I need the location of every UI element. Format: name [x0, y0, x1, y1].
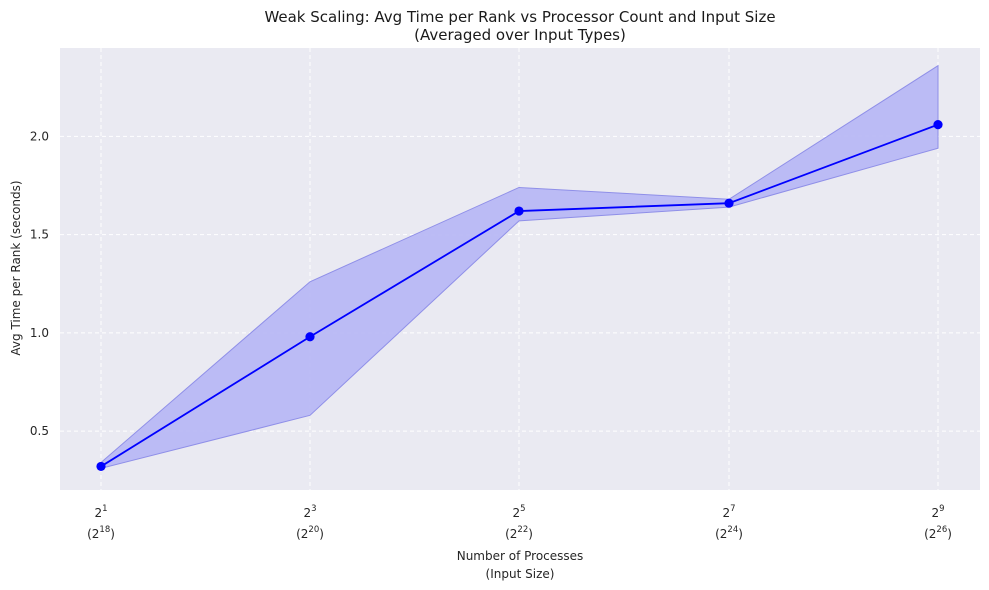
x-tick-label: 29	[931, 504, 944, 520]
data-point	[933, 120, 943, 130]
chart-title: Weak Scaling: Avg Time per Rank vs Proce…	[264, 8, 775, 26]
x-axis-sublabel: (Input Size)	[486, 567, 555, 581]
y-axis-label: Avg Time per Rank (seconds)	[9, 180, 23, 355]
data-point	[724, 198, 734, 208]
y-tick-label: 1.0	[30, 326, 49, 340]
data-point	[96, 461, 106, 472]
x-axis-label: Number of Processes	[457, 549, 584, 563]
data-point	[305, 332, 315, 342]
x-tick-size-label: (224)	[715, 525, 743, 541]
x-tick-size-label: (218)	[87, 525, 115, 541]
y-tick-label: 2.0	[30, 129, 49, 143]
x-tick-label: 27	[722, 504, 735, 520]
y-tick-labels: 0.5 1.0 1.5 2.0	[30, 129, 49, 438]
x-tick-label: 25	[512, 504, 525, 520]
x-tick-size-label: (220)	[296, 525, 324, 541]
series-points	[96, 120, 943, 472]
y-tick-label: 1.5	[30, 228, 49, 242]
x-tick-labels: 21 (218) 23 (220) 25 (222) 27 (224) 29 (226)	[87, 504, 952, 541]
y-tick-label: 0.5	[30, 424, 49, 438]
x-tick-label: 21	[94, 504, 107, 520]
chart-subtitle: (Averaged over Input Types)	[414, 26, 626, 44]
confidence-band	[100, 64, 939, 470]
band-area	[100, 64, 939, 470]
data-point	[514, 206, 524, 216]
x-tick-size-label: (226)	[924, 525, 952, 541]
x-tick-label: 23	[303, 504, 316, 520]
x-tick-size-label: (222)	[505, 525, 533, 541]
